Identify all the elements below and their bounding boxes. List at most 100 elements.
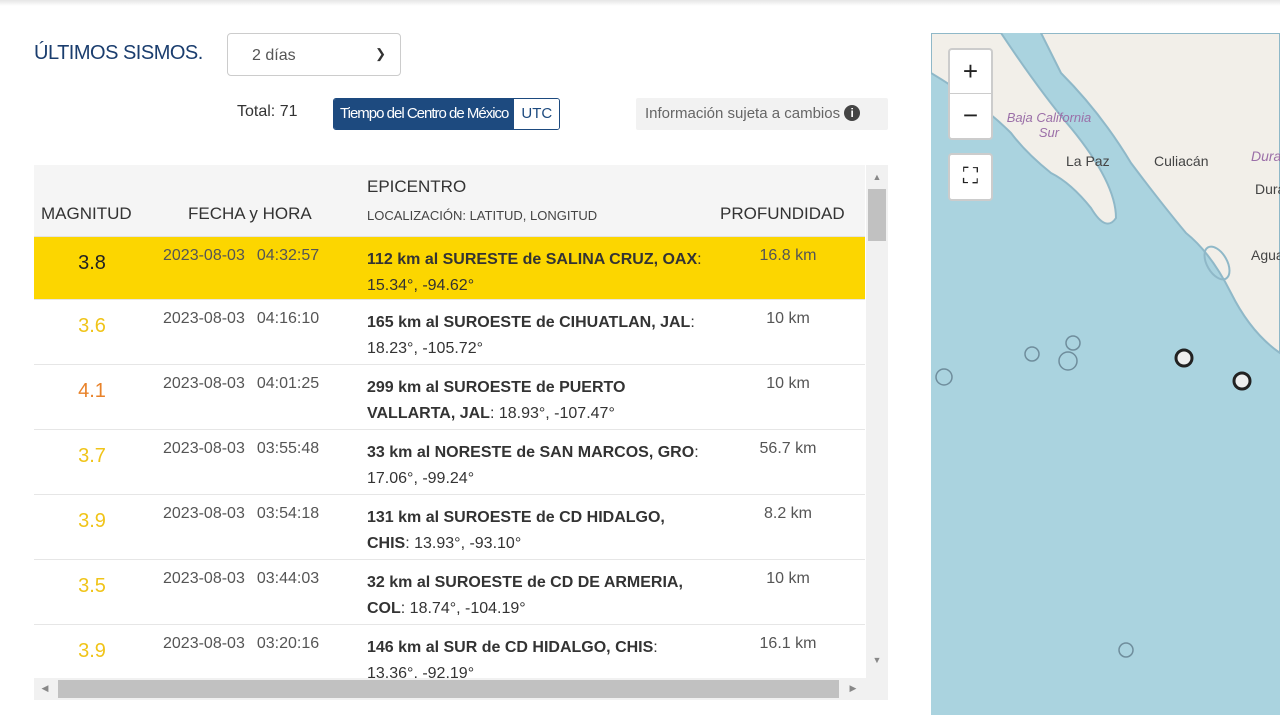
table-header: MAGNITUD FECHA y HORA EPICENTRO LOCALIZA… (34, 165, 865, 237)
info-icon[interactable]: i (844, 105, 861, 121)
datetime: 2023-08-03 04:32:57 (163, 247, 319, 265)
scroll-right-icon[interactable]: ▶ (849, 683, 857, 693)
tz-mexico-button[interactable]: Tiempo del Centro de México (334, 99, 515, 129)
magnitude: 3.7 (78, 445, 106, 467)
scroll-up-icon[interactable]: ▲ (872, 172, 882, 182)
depth: 8.2 km (763, 505, 812, 522)
zoom-out-button[interactable]: − (962, 100, 979, 130)
map-label-durango-state: Dura (1251, 148, 1280, 164)
scroll-thumb-h[interactable] (58, 680, 839, 698)
map-label-durango: Durango (1255, 181, 1280, 197)
coords: : 18.23°, -105.72° (367, 314, 695, 357)
scroll-thumb[interactable] (868, 189, 886, 241)
place: 146 km al SUR de CD HIDALGO, CHIS (367, 639, 654, 656)
depth: 10 km (766, 310, 810, 327)
info-text: Información sujeta a cambios (645, 105, 841, 122)
place: 131 km al SUROESTE de CD HIDALGO, CHIS (367, 509, 665, 552)
table-row[interactable]: 3.9 2023-08-03 03:20:16 146 km al SUR de … (34, 625, 865, 678)
map[interactable]: Baja California Sur La Paz Culiacán Dura… (931, 33, 1280, 715)
earthquake-table: MAGNITUD FECHA y HORA EPICENTRO LOCALIZA… (34, 165, 865, 678)
depth: 10 km (766, 375, 810, 392)
fullscreen-icon: ⛶ (962, 163, 979, 188)
place: 299 km al SUROESTE de PUERTO VALLARTA, J… (367, 379, 626, 422)
coords: : 17.06°, -99.24° (367, 444, 699, 487)
table-row[interactable]: 4.1 2023-08-03 04:01:25 299 km al SUROEST… (34, 365, 865, 430)
info-notice: Información sujeta a cambios i (636, 98, 888, 130)
depth: 56.7 km (759, 440, 817, 457)
table-row[interactable]: 3.8 2023-08-03 04:32:57 112 km al SURESTE… (34, 237, 865, 300)
place: 165 km al SUROESTE de CIHUATLAN, JAL (367, 314, 691, 331)
magnitude: 4.1 (78, 380, 106, 402)
depth: 16.1 km (759, 635, 817, 652)
depth: 16.8 km (759, 247, 817, 264)
page-title: ÚLTIMOS SISMOS. (34, 42, 203, 64)
zoom-control: + − (948, 48, 993, 140)
place: 32 km al SUROESTE de CD DE ARMERIA, COL (367, 574, 683, 617)
col-magnitude[interactable]: MAGNITUD (41, 204, 132, 223)
top-shadow (0, 0, 1280, 6)
tz-utc-button[interactable]: UTC (514, 99, 560, 129)
magnitude: 3.9 (78, 640, 106, 662)
date: 2023-08-03 (163, 247, 245, 264)
col-epicenter[interactable]: EPICENTRO (367, 177, 467, 196)
col-depth[interactable]: PROFUNDIDAD (720, 204, 845, 223)
table-row[interactable]: 3.7 2023-08-03 03:55:48 33 km al NORESTE … (34, 430, 865, 495)
coords: : 18.93°, -107.47° (489, 405, 615, 422)
datetime: 2023-08-03 03:44:03 (163, 570, 319, 588)
time: 03:20:16 (256, 635, 320, 652)
map-label-culiacan: Culiacán (1154, 153, 1209, 169)
time: 03:44:03 (256, 570, 320, 587)
zoom-in-button[interactable]: + (950, 50, 991, 94)
timezone-toggle: Tiempo del Centro de México UTC (333, 98, 561, 130)
epicenter: 146 km al SUR de CD HIDALGO, CHIS: 13.36… (367, 635, 707, 678)
coords: : 18.74°, -104.19° (400, 600, 526, 617)
date: 2023-08-03 (163, 505, 245, 522)
epicenter: 112 km al SURESTE de SALINA CRUZ, OAX: 1… (367, 247, 707, 299)
place: 33 km al NORESTE de SAN MARCOS, GRO (367, 444, 695, 461)
chevron-down-icon: ❯ (375, 46, 386, 61)
depth: 10 km (766, 570, 810, 587)
date: 2023-08-03 (163, 375, 245, 392)
place: 112 km al SURESTE de SALINA CRUZ, OAX (367, 251, 698, 268)
col-datetime[interactable]: FECHA y HORA (188, 204, 312, 223)
scroll-down-icon[interactable]: ▼ (872, 655, 882, 665)
date: 2023-08-03 (163, 635, 245, 652)
datetime: 2023-08-03 04:16:10 (163, 310, 319, 328)
epicenter: 131 km al SUROESTE de CD HIDALGO, CHIS: … (367, 505, 707, 557)
datetime: 2023-08-03 04:01:25 (163, 375, 319, 393)
epicenter: 299 km al SUROESTE de PUERTO VALLARTA, J… (367, 375, 707, 427)
coords: : 13.36°, -92.19° (367, 639, 658, 678)
period-select-value: 2 días (252, 47, 296, 64)
horizontal-scrollbar[interactable]: ◀ ▶ (34, 678, 888, 700)
epicenter: 33 km al NORESTE de SAN MARCOS, GRO: 17.… (367, 440, 707, 492)
coords: : 13.93°, -93.10° (405, 535, 522, 552)
table-row[interactable]: 3.5 2023-08-03 03:44:03 32 km al SUROESTE… (34, 560, 865, 625)
magnitude: 3.8 (78, 252, 106, 274)
magnitude: 3.5 (78, 575, 106, 597)
date: 2023-08-03 (163, 310, 245, 327)
total-count: Total: 71 (237, 103, 298, 120)
col-epicenter-sub: LOCALIZACIÓN: LATITUD, LONGITUD (367, 208, 598, 223)
table-row[interactable]: 3.6 2023-08-03 04:16:10 165 km al SUROEST… (34, 300, 865, 365)
datetime: 2023-08-03 03:20:16 (163, 635, 319, 653)
map-label-bcs: Baja California Sur (1006, 110, 1092, 140)
time: 04:32:57 (256, 247, 320, 264)
map-label-lapaz: La Paz (1066, 153, 1110, 169)
time: 04:16:10 (256, 310, 320, 327)
vertical-scrollbar[interactable]: ▲ ▼ (866, 165, 888, 678)
time: 04:01:25 (256, 375, 320, 392)
magnitude: 3.6 (78, 315, 106, 337)
datetime: 2023-08-03 03:55:48 (163, 440, 319, 458)
coords: : 15.34°, -94.62° (367, 251, 702, 294)
scroll-left-icon[interactable]: ◀ (41, 683, 49, 693)
fullscreen-button[interactable]: ⛶ (948, 153, 993, 201)
datetime: 2023-08-03 03:54:18 (163, 505, 319, 523)
period-select[interactable]: 2 días ❯ (227, 33, 401, 76)
table-row[interactable]: 3.9 2023-08-03 03:54:18 131 km al SUROEST… (34, 495, 865, 560)
magnitude: 3.9 (78, 510, 106, 532)
time: 03:55:48 (256, 440, 320, 457)
epicenter: 165 km al SUROESTE de CIHUATLAN, JAL: 18… (367, 310, 707, 362)
date: 2023-08-03 (163, 570, 245, 587)
time: 03:54:18 (256, 505, 320, 522)
epicenter: 32 km al SUROESTE de CD DE ARMERIA, COL:… (367, 570, 707, 622)
